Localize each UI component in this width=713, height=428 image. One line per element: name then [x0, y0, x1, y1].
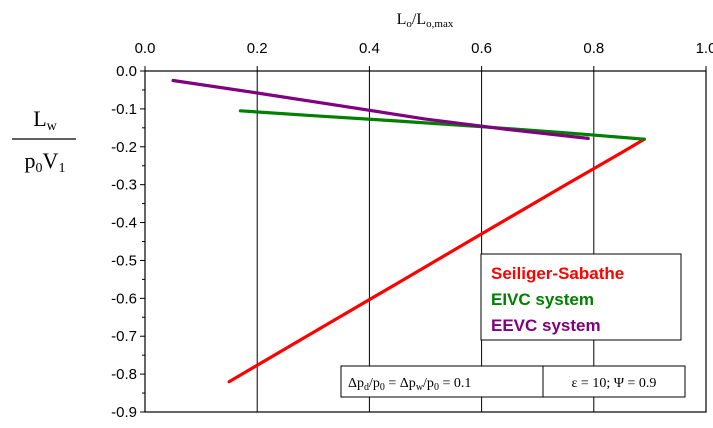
ann-p0: /p: [369, 376, 380, 391]
series-group: [171, 78, 646, 384]
x-tick-label: 0.0: [135, 40, 156, 57]
y-label-den-p-sub: 0: [36, 161, 43, 176]
x-label-slash: /L: [412, 11, 426, 28]
y-label-den-v: V: [43, 148, 59, 173]
y-label-num-main: L: [33, 106, 46, 131]
ann-p0b: /p: [423, 376, 434, 391]
y-label-numerator: Lw: [33, 106, 57, 134]
y-tick-label: 0.0: [116, 63, 137, 80]
ann-dpw-sub: w: [416, 382, 424, 393]
annotation-box: [340, 365, 686, 398]
ann-p0-sub: 0: [380, 382, 385, 393]
ann-dp-sub: d: [364, 382, 369, 393]
y-label-num-sub: w: [47, 119, 58, 134]
y-label-den-p: p: [25, 148, 36, 173]
ann-value: = 0.1: [439, 376, 471, 391]
x-tick-label: 0.4: [359, 40, 380, 57]
legend-entry-eivc: EIVC system: [491, 290, 594, 309]
x-axis-label: Lo/Lo,max: [397, 11, 454, 30]
y-label-denominator: p0V1: [25, 148, 66, 176]
y-tick-label: -0.7: [111, 328, 137, 345]
y-tick-label: -0.8: [111, 366, 137, 383]
legend: Seiliger-Sabathe EIVC system EEVC system: [480, 253, 682, 341]
annotation-parameters: ε = 10; Ψ = 0.9: [572, 376, 657, 391]
y-tick-label: -0.6: [111, 290, 137, 307]
annotation: Δpd/p0 = Δpw/p0 = 0.1 ε = 10; Ψ = 0.9: [340, 365, 686, 398]
x-tick-label: 0.6: [471, 40, 492, 57]
x-axis: 0.0 0.2 0.4 0.6 0.8 1.0: [135, 40, 713, 71]
series-line-2: [171, 78, 590, 140]
x-tick-label: 1.0: [696, 40, 713, 57]
x-label-main: L: [397, 11, 407, 28]
ann-p0b-sub: 0: [434, 382, 439, 393]
series-line-1: [238, 109, 646, 141]
x-tick-label: 0.8: [583, 40, 604, 57]
legend-entry-seiliger: Seiliger-Sabathe: [491, 264, 624, 283]
x-label-sub1: o: [406, 18, 412, 30]
y-axis: 0.0 -0.1 -0.2 -0.3 -0.4 -0.5 -0.6 -0.7 -0.8 -0.9: [111, 63, 145, 421]
y-tick-label: -0.2: [111, 139, 137, 156]
y-tick-label: -0.5: [111, 252, 137, 269]
y-tick-label: -0.9: [111, 404, 137, 421]
y-tick-label: -0.4: [111, 215, 137, 232]
y-axis-label: Lw p0V1: [12, 106, 76, 176]
ann-dpw: = Δp: [385, 376, 416, 391]
x-tick-label: 0.2: [247, 40, 268, 57]
series-line-0: [227, 137, 646, 384]
ann-dp: Δp: [348, 376, 364, 391]
legend-entry-eevc: EEVC system: [491, 316, 601, 335]
y-tick-label: -0.3: [111, 177, 137, 194]
legend-box: [480, 253, 682, 341]
y-label-den-v-sub: 1: [58, 161, 65, 176]
annotation-conditions: Δpd/p0 = Δpw/p0 = 0.1: [348, 376, 471, 393]
y-tick-label: -0.1: [111, 101, 137, 118]
x-label-sub2: o,max: [426, 18, 454, 30]
